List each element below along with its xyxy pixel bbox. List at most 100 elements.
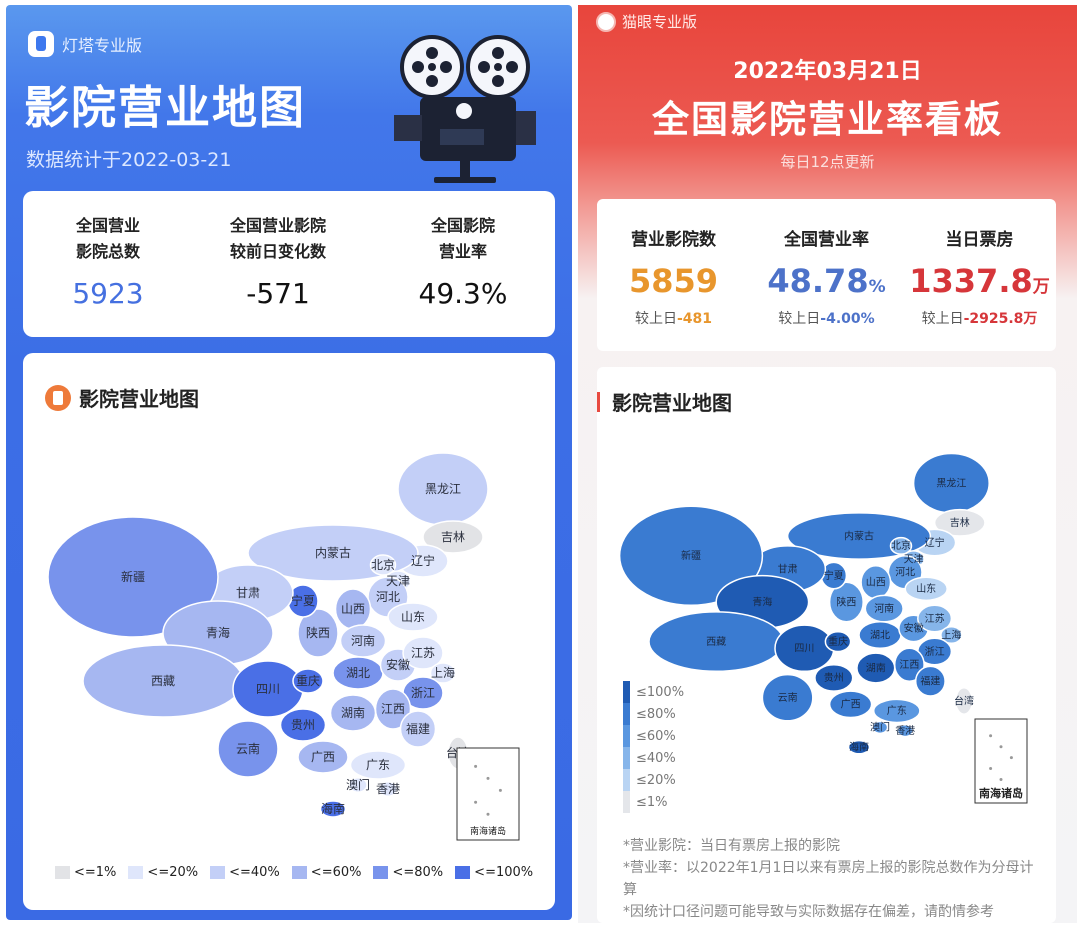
stat-label: 全国营业影院 xyxy=(229,216,326,235)
legend-label: ≤40% xyxy=(636,750,676,766)
legend-item: ≤80% xyxy=(623,703,684,725)
province-region xyxy=(217,720,279,778)
legend-label: <=40% xyxy=(229,865,280,880)
stat-daily-change: 全国营业影院 较前日变化数 -571 xyxy=(193,213,363,310)
legend-item: ≤20% xyxy=(623,769,684,791)
maoyan-brand: 猫眼专业版 xyxy=(596,11,697,32)
province-label: 山西 xyxy=(866,577,886,589)
island-dot xyxy=(1009,756,1013,760)
footnote: *营业影院：当日有票房上报的影院 xyxy=(623,838,840,854)
province-label: 甘肃 xyxy=(236,586,260,600)
province-region xyxy=(940,626,963,644)
province-label: 安徽 xyxy=(386,657,410,672)
stat-value: 5859 xyxy=(628,262,719,300)
province-label: 江西 xyxy=(381,702,405,716)
legend-item: ≤40% xyxy=(623,747,684,769)
province-label: 广东 xyxy=(366,758,390,772)
province-label: 贵州 xyxy=(291,718,315,732)
title-accent-bar xyxy=(597,391,600,412)
legend-item: <=80% xyxy=(373,865,443,880)
stat-label: 全国营业率 xyxy=(784,230,869,250)
legend-swatch xyxy=(623,703,630,725)
legend-item: ≤60% xyxy=(623,725,684,747)
legend-swatch xyxy=(455,866,471,879)
province-label: 山东 xyxy=(401,610,425,624)
map-legend: ≤100% ≤80% ≤60% ≤40% ≤20% ≤1% xyxy=(623,681,684,813)
province-label: 山西 xyxy=(341,602,365,616)
map-title-icon xyxy=(45,384,71,411)
province-region xyxy=(896,724,914,738)
south-sea-inset xyxy=(456,747,520,841)
province-label: 北京 xyxy=(891,539,911,552)
stat-change: 较上日-4.00% xyxy=(778,311,875,327)
stat-date: 数据统计于2022-03-21 xyxy=(26,149,232,171)
legend-swatch xyxy=(623,769,630,791)
legend-swatch xyxy=(623,681,630,703)
legend-label: <=60% xyxy=(310,865,362,880)
province-region xyxy=(378,781,398,797)
legend-item: <=20% xyxy=(128,865,198,880)
province-label: 青海 xyxy=(752,595,772,608)
province-label: 广西 xyxy=(311,750,335,764)
board-title: 全国影院营业率看板 xyxy=(652,98,1003,141)
inset-label: 南海诸岛 xyxy=(470,825,506,837)
stat-value: 49.3% xyxy=(418,277,508,310)
province-region xyxy=(618,505,764,607)
province-label: 辽宁 xyxy=(925,536,945,549)
province-region xyxy=(348,777,368,793)
legend-label: ≤1% xyxy=(636,794,668,810)
island-dot xyxy=(999,777,1003,781)
province-label: 江西 xyxy=(899,659,919,671)
province-label: 北京 xyxy=(371,558,395,572)
province-region xyxy=(814,663,854,692)
province-region xyxy=(297,740,349,774)
legend-label: ≤20% xyxy=(636,772,676,788)
legend-swatch xyxy=(55,866,70,879)
stat-value: -571 xyxy=(246,277,310,310)
province-label: 海南 xyxy=(321,801,345,816)
province-label: 广东 xyxy=(887,704,907,717)
province-label: 四川 xyxy=(794,644,814,655)
legend-swatch xyxy=(210,866,226,879)
dengta-panel: 灯塔专业版 影院营业地图 数据统计于2022-03-21 全国营业 影院总数 5… xyxy=(6,5,572,920)
stat-open-cinemas: 营业影院数 5859 较上日-481 xyxy=(597,225,750,328)
province-label: 浙江 xyxy=(925,646,945,658)
dengta-logo-icon xyxy=(28,31,54,57)
province-region xyxy=(369,554,397,576)
province-label: 湖北 xyxy=(870,629,890,641)
dengta-brand-name: 灯塔专业版 xyxy=(62,36,143,55)
province-label: 海南 xyxy=(849,741,869,754)
province-label: 辽宁 xyxy=(411,553,435,568)
legend-item: <=60% xyxy=(291,865,362,880)
province-label: 上海 xyxy=(431,665,455,680)
province-label: 天津 xyxy=(904,553,924,565)
island-dot xyxy=(989,767,993,771)
province-label: 河南 xyxy=(351,633,375,648)
province-label: 宁夏 xyxy=(291,593,315,608)
province-label: 安徽 xyxy=(904,622,924,635)
province-label: 河北 xyxy=(895,567,915,579)
island-dot xyxy=(486,776,490,780)
province-label: 山东 xyxy=(916,582,936,595)
stat-label: 较前日变化数 xyxy=(229,242,326,261)
province-label: 广西 xyxy=(841,699,861,711)
map-legend: <=1% <=20% <=40% <=60% <=80% <=100% xyxy=(55,865,533,880)
province-label: 黑龙江 xyxy=(936,477,966,490)
province-label: 澳门 xyxy=(870,721,890,734)
province-label: 河南 xyxy=(874,602,894,615)
province-label: 贵州 xyxy=(824,671,844,684)
province-region xyxy=(297,608,339,658)
map-header: 影院营业地图 xyxy=(45,383,199,412)
province-label: 内蒙古 xyxy=(315,545,351,560)
province-label: 福建 xyxy=(920,675,940,688)
province-label: 陕西 xyxy=(836,595,856,608)
footnote: *营业率：以2022年1月1日以来有票房上报的影院总数作为分母计算 xyxy=(623,860,1034,898)
province-label: 陕西 xyxy=(306,625,330,640)
province-label: 湖南 xyxy=(341,705,365,720)
summary-card: 营业影院数 5859 较上日-481 全国营业率 48.78% 较上日-4.00… xyxy=(597,199,1056,351)
legend-item: ≤100% xyxy=(623,681,684,703)
stat-value: 1337.8万 xyxy=(909,262,1050,300)
province-region xyxy=(954,687,974,715)
province-label: 黑龙江 xyxy=(425,482,461,496)
